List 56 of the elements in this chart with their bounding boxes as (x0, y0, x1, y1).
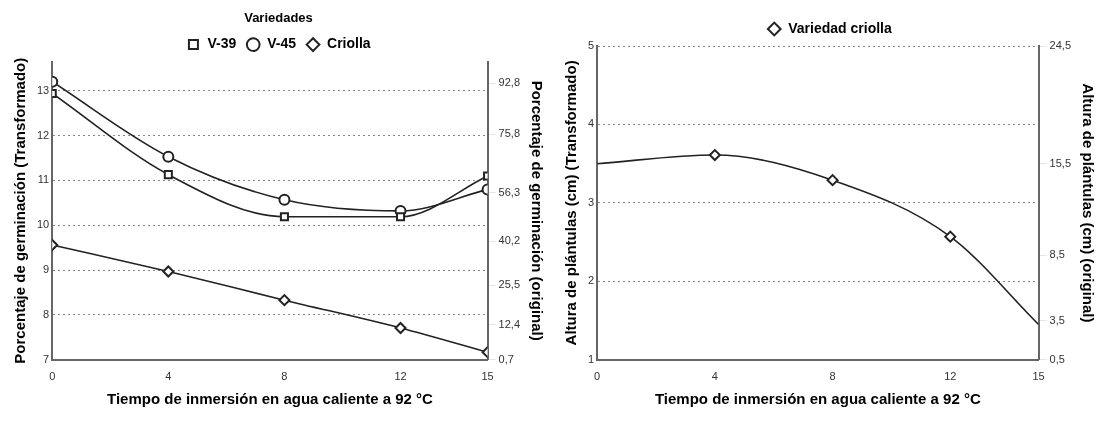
y-tick-label: 7 (43, 352, 50, 365)
x-axis-title: Tiempo de inmersión en agua caliente a 92 °C (107, 390, 433, 408)
y-tick-label: 12 (36, 128, 50, 141)
legend-label: V-39 (207, 35, 237, 52)
y-tick-label: 9 (43, 263, 50, 276)
point (278, 193, 291, 206)
x-tick-label: 4 (165, 370, 172, 383)
x-tick-label: 15 (481, 370, 494, 383)
x-tick-label: 8 (829, 370, 836, 383)
y2-tick-label: 3,5 (1049, 313, 1065, 326)
y2-tick-label: 56,3 (498, 185, 521, 198)
x-tick-label: 8 (281, 370, 288, 383)
y2-tick-label: 75,8 (498, 127, 521, 140)
y2-tick-label: 12,4 (498, 317, 521, 330)
y2-tick-label: 24,5 (1049, 39, 1072, 52)
y-tick-label: 13 (36, 83, 50, 96)
y2-tick-label: 40,2 (498, 234, 521, 247)
y-tick-label: 2 (587, 274, 595, 287)
x-tick-label: 12 (394, 370, 407, 383)
legend-label: V-45 (267, 35, 297, 52)
point (944, 230, 957, 243)
x-tick-label: 15 (1032, 370, 1045, 383)
point (162, 265, 175, 278)
x-tick-label: 12 (944, 370, 957, 383)
y-axis-title: Porcentaje de germinación (Transformado) (11, 57, 29, 364)
point (395, 212, 406, 222)
y2-tick-label: 92,8 (498, 76, 521, 89)
point (708, 149, 721, 162)
legend-title: Variedades (244, 10, 313, 26)
y2-tick-label: 15,5 (1049, 156, 1072, 169)
point (162, 150, 175, 163)
y-axis-title: Altura de plántulas (cm) (Transformado) (562, 60, 580, 346)
y-tick-label: 8 (43, 307, 50, 320)
y2-axis-title: Porcentaje de germinación (original) (528, 80, 546, 341)
y2-axis-title: Altura de plántulas (cm) (original) (1079, 83, 1097, 323)
point (163, 170, 173, 180)
y-tick-label: 3 (587, 195, 595, 208)
y2-tick-label: 25,5 (498, 278, 521, 291)
y2-tick-label: 8,5 (1049, 248, 1065, 261)
x-tick-label: 0 (594, 370, 601, 383)
point (278, 294, 291, 307)
y2-tick-label: 0,7 (498, 352, 514, 365)
y2-tick-label: 0,5 (1049, 352, 1065, 365)
x-axis-title: Tiempo de inmersión en agua caliente a 92 °C (654, 390, 981, 408)
legend-label: Criolla (327, 35, 371, 52)
legend-label: Variedad criolla (788, 19, 892, 36)
point (279, 212, 289, 222)
y-tick-label: 11 (37, 173, 50, 186)
y-tick-label: 4 (587, 117, 595, 130)
point (394, 321, 407, 334)
y-tick-label: 1 (587, 352, 595, 365)
point (826, 174, 839, 187)
x-tick-label: 0 (49, 370, 56, 383)
y-tick-label: 10 (36, 218, 50, 231)
y-tick-label: 5 (587, 39, 595, 52)
x-tick-label: 4 (711, 370, 718, 383)
